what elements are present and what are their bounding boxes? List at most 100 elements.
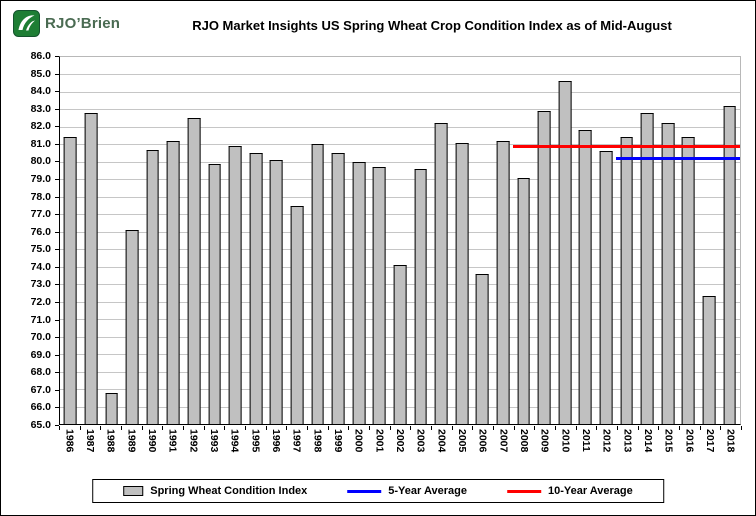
x-tick-mark bbox=[369, 426, 370, 430]
x-tick-mark bbox=[596, 426, 598, 430]
y-tick-mark bbox=[55, 143, 59, 145]
x-tick-label-2007: 2007 bbox=[497, 429, 510, 453]
gridline bbox=[60, 74, 740, 76]
x-tick-mark bbox=[286, 426, 288, 430]
bar-1998 bbox=[311, 144, 324, 424]
5-year-average-swatch bbox=[347, 489, 382, 493]
x-tick-mark bbox=[720, 426, 722, 430]
bar-1996 bbox=[269, 160, 283, 424]
x-tick-mark bbox=[79, 426, 81, 430]
y-tick-label: 79.0 bbox=[30, 173, 51, 185]
bar-2012 bbox=[599, 151, 613, 424]
x-tick-label-2000: 2000 bbox=[352, 429, 365, 453]
x-tick-label-2001: 2001 bbox=[373, 429, 386, 453]
logo-text: RJO’Brien bbox=[45, 15, 121, 32]
plot-area bbox=[59, 56, 741, 425]
y-tick-label: 74.0 bbox=[30, 260, 51, 273]
x-tick-mark bbox=[431, 426, 432, 430]
y-tick-mark bbox=[55, 284, 59, 286]
bar-2004 bbox=[434, 123, 448, 424]
x-tick-mark bbox=[203, 426, 205, 430]
y-tick-label: 76.0 bbox=[30, 225, 51, 238]
y-tick-mark bbox=[55, 73, 59, 75]
x-tick-mark bbox=[59, 426, 60, 430]
y-tick-label: 86.0 bbox=[30, 50, 51, 62]
gridline bbox=[60, 161, 740, 163]
y-tick-label: 69.0 bbox=[30, 348, 51, 361]
x-tick-label-2012: 2012 bbox=[600, 429, 613, 453]
y-tick-label: 85.0 bbox=[30, 67, 51, 80]
gridline bbox=[60, 109, 740, 111]
x-tick-label-1990: 1990 bbox=[146, 429, 158, 453]
x-tick-mark bbox=[555, 426, 556, 430]
y-tick-mark bbox=[55, 91, 59, 93]
y-tick-mark bbox=[55, 302, 59, 303]
x-tick-mark bbox=[637, 426, 639, 430]
legend-item-spring-wheat-condition-index: Spring Wheat Condition Index bbox=[123, 485, 307, 497]
x-tick-mark bbox=[327, 426, 329, 430]
y-tick-label: 73.0 bbox=[30, 278, 51, 291]
x-tick-label-2013: 2013 bbox=[621, 429, 634, 453]
x-tick-label-2010: 2010 bbox=[559, 429, 572, 453]
x-tick-mark bbox=[534, 426, 536, 430]
x-tick-label-2005: 2005 bbox=[456, 429, 468, 453]
x-tick-label-1999: 1999 bbox=[332, 429, 344, 453]
x-tick-label-2006: 2006 bbox=[476, 429, 489, 453]
gridline bbox=[60, 231, 740, 233]
y-tick-mark bbox=[55, 337, 59, 339]
bar-2002 bbox=[393, 264, 407, 424]
gridline bbox=[60, 214, 740, 216]
y-tick-label: 84.0 bbox=[30, 85, 51, 98]
bar-1991 bbox=[166, 140, 180, 424]
bar-2003 bbox=[414, 168, 427, 424]
y-tick-mark bbox=[55, 108, 59, 110]
x-tick-label-1989: 1989 bbox=[125, 429, 138, 453]
bar-1994 bbox=[228, 146, 242, 424]
5-year-average-line bbox=[616, 157, 740, 161]
y-tick-mark bbox=[55, 266, 59, 268]
y-tick-mark bbox=[55, 319, 59, 321]
gridline bbox=[60, 144, 740, 146]
bar-1995 bbox=[249, 153, 263, 424]
y-tick-mark bbox=[55, 196, 59, 198]
x-tick-mark bbox=[348, 426, 350, 430]
y-tick-mark bbox=[55, 231, 59, 233]
x-tick-label-2002: 2002 bbox=[394, 429, 406, 453]
bar-2014 bbox=[640, 112, 654, 424]
x-tick-mark bbox=[617, 426, 618, 430]
x-tick-mark bbox=[451, 426, 453, 430]
bar-1993 bbox=[208, 163, 221, 424]
bar-2007 bbox=[496, 140, 510, 424]
x-tick-label-1988: 1988 bbox=[104, 429, 117, 453]
y-tick-label: 72.0 bbox=[30, 296, 51, 308]
x-axis-labels: 1986 1987 1988 1989 1990 1991 1992 1993 1994 1995… bbox=[59, 426, 742, 476]
x-tick-mark bbox=[162, 426, 164, 430]
gridline bbox=[60, 91, 740, 93]
y-tick-label: 83.0 bbox=[30, 102, 51, 115]
bar-1989 bbox=[125, 230, 139, 424]
bar-1999 bbox=[331, 153, 345, 424]
y-tick-mark bbox=[55, 354, 59, 356]
x-tick-label-2008: 2008 bbox=[518, 429, 530, 453]
x-tick-mark bbox=[575, 426, 577, 430]
bar-1990 bbox=[146, 149, 160, 424]
bar-2018 bbox=[723, 105, 737, 424]
x-tick-label-1996: 1996 bbox=[270, 429, 282, 453]
x-tick-label-1986: 1986 bbox=[63, 429, 76, 453]
y-tick-mark bbox=[55, 56, 59, 57]
spring-wheat-condition-index-swatch bbox=[123, 486, 144, 496]
y-tick-label: 65.0 bbox=[30, 419, 51, 431]
y-tick-label: 71.0 bbox=[30, 313, 51, 326]
x-tick-mark bbox=[679, 426, 680, 430]
gridline bbox=[60, 249, 740, 251]
bar-2008 bbox=[517, 177, 531, 424]
y-tick-label: 78.0 bbox=[30, 190, 51, 203]
bar-2011 bbox=[579, 130, 592, 424]
bar-2010 bbox=[558, 81, 572, 424]
x-tick-mark bbox=[699, 426, 701, 430]
x-tick-label-2014: 2014 bbox=[642, 429, 654, 453]
x-tick-mark bbox=[183, 426, 184, 430]
y-tick-mark bbox=[55, 126, 59, 128]
x-tick-mark bbox=[245, 426, 246, 430]
x-tick-mark bbox=[100, 426, 102, 430]
